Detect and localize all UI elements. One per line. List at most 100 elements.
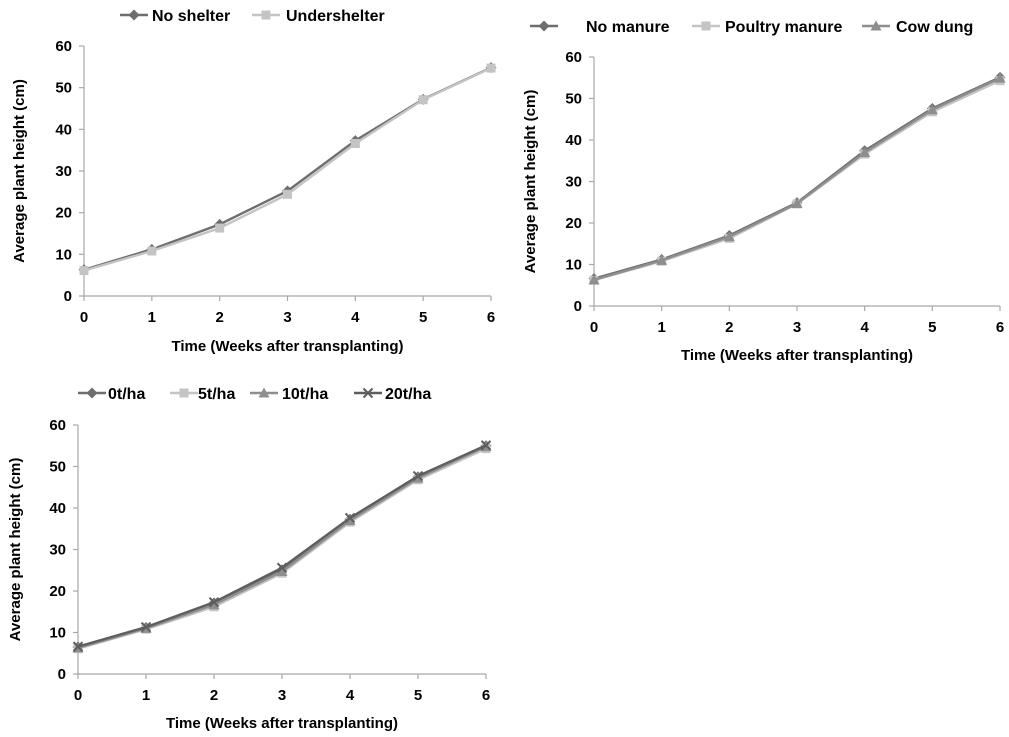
- data-point: [791, 197, 803, 208]
- legend-label: 0t/ha: [108, 386, 145, 403]
- legend-item: Undershelter: [252, 8, 385, 25]
- data-point: [344, 514, 356, 525]
- legend: 0t/ha 5t/ha 10t/ha 20t/ha: [78, 386, 431, 403]
- legend-label: No shelter: [152, 8, 230, 25]
- x-tick-label: 3: [283, 309, 291, 326]
- y-tick-label: 10: [565, 257, 582, 274]
- data-point: [215, 223, 225, 233]
- legend-label: Poultry manure: [725, 19, 842, 36]
- x-tick-label: 2: [215, 309, 223, 326]
- y-tick-label: 0: [58, 666, 66, 683]
- legend-marker: [362, 387, 374, 399]
- x-tick-label: 0: [80, 309, 88, 326]
- series-3: [588, 72, 1006, 285]
- y-tick-label: 20: [565, 215, 582, 232]
- legend-item: 10t/ha: [250, 386, 328, 403]
- legend-label: Undershelter: [286, 8, 385, 25]
- y-tick-label: 10: [49, 625, 66, 642]
- legend: No shelter Undershelter: [120, 8, 385, 25]
- legend-item: 5t/ha: [170, 386, 235, 403]
- series-2: [73, 444, 491, 654]
- x-tick-label: 3: [278, 687, 286, 704]
- legend: No manure Poultry manure Cow dung: [530, 19, 973, 36]
- legend-item: 0t/ha: [78, 386, 145, 403]
- data-point: [926, 104, 938, 115]
- data-point: [140, 621, 152, 633]
- x-tick-label: 6: [487, 309, 495, 326]
- x-tick-label: 6: [996, 319, 1004, 336]
- x-tick-label: 4: [346, 687, 355, 704]
- data-point: [283, 189, 292, 199]
- y-tick-label: 50: [55, 80, 72, 97]
- data-point: [208, 599, 220, 610]
- x-tick-label: 0: [74, 687, 82, 704]
- data-point: [147, 246, 157, 256]
- y-axis-title: Average plant height (cm): [522, 90, 539, 274]
- y-tick-label: 20: [49, 583, 66, 600]
- x-tick-label: 1: [657, 319, 665, 336]
- y-tick-label: 50: [565, 91, 582, 108]
- x-axis-title: Time (Weeks after transplanting): [681, 347, 913, 364]
- data-point: [994, 72, 1006, 83]
- data-point: [79, 266, 89, 276]
- data-point: [418, 95, 428, 105]
- legend-marker: [179, 388, 189, 398]
- y-tick-label: 30: [49, 542, 66, 559]
- legend-item: No manure: [530, 19, 670, 36]
- legend-label: 10t/ha: [282, 386, 328, 403]
- x-tick-label: 0: [590, 319, 598, 336]
- series-3: [72, 441, 492, 653]
- y-axis-title: Average plant height (cm): [11, 79, 28, 263]
- data-point: [208, 596, 220, 608]
- data-point: [72, 641, 84, 652]
- x-tick-label: 2: [210, 687, 218, 704]
- series-line: [593, 79, 1001, 282]
- y-tick-label: 40: [49, 500, 66, 517]
- legend-marker: [86, 387, 98, 399]
- y-tick-label: 50: [49, 459, 66, 476]
- data-point: [344, 512, 356, 524]
- legend-marker: [128, 9, 140, 21]
- y-tick-label: 60: [565, 49, 582, 66]
- data-point: [486, 63, 496, 73]
- y-tick-label: 40: [565, 132, 582, 149]
- data-point: [350, 139, 360, 148]
- data-point: [859, 146, 871, 157]
- legend-item: Cow dung: [862, 19, 973, 36]
- legend-marker: [701, 21, 711, 31]
- legend-label: No manure: [586, 19, 670, 36]
- x-tick-label: 1: [148, 309, 156, 326]
- legend-marker: [261, 10, 271, 20]
- chart-panel-1: 0 10 20 30 40 50 60 0 1 2 3 4 5 6 Time (Weeks after tr…: [11, 8, 497, 355]
- y-tick-label: 0: [64, 288, 72, 305]
- series-2: [79, 63, 496, 276]
- x-tick-label: 3: [793, 319, 801, 336]
- y-tick-label: 30: [565, 174, 582, 191]
- legend-item: Poultry manure: [692, 19, 842, 36]
- x-axis-title: Time (Weeks after transplanting): [171, 338, 403, 355]
- x-tick-label: 2: [725, 319, 733, 336]
- data-point: [412, 470, 424, 482]
- y-tick-label: 60: [49, 417, 66, 434]
- x-tick-label: 6: [482, 687, 490, 704]
- legend-label: 20t/ha: [385, 386, 431, 403]
- data-point: [276, 562, 288, 573]
- data-point: [656, 254, 668, 265]
- legend-item: 20t/ha: [354, 386, 431, 403]
- legend-marker: [538, 20, 550, 32]
- series-2: [589, 76, 1005, 285]
- series-line: [83, 66, 492, 272]
- y-tick-label: 0: [574, 298, 582, 315]
- legend-marker: [258, 387, 270, 398]
- x-tick-label: 5: [414, 687, 422, 704]
- x-tick-label: 4: [860, 319, 869, 336]
- chart-panel-3: 0 10 20 30 40 50 60 0 1 2 3 4 5 6 Time (Weeks after tr…: [7, 386, 492, 732]
- x-tick-label: 5: [928, 319, 936, 336]
- x-tick-label: 1: [142, 687, 150, 704]
- data-point: [480, 440, 492, 451]
- chart-panel-2: 0 10 20 30 40 50 60 0 1 2 3 4 5 6 Time (Weeks after tr…: [522, 19, 1006, 364]
- y-tick-label: 10: [55, 246, 72, 263]
- data-point: [276, 565, 288, 576]
- data-point: [588, 274, 600, 285]
